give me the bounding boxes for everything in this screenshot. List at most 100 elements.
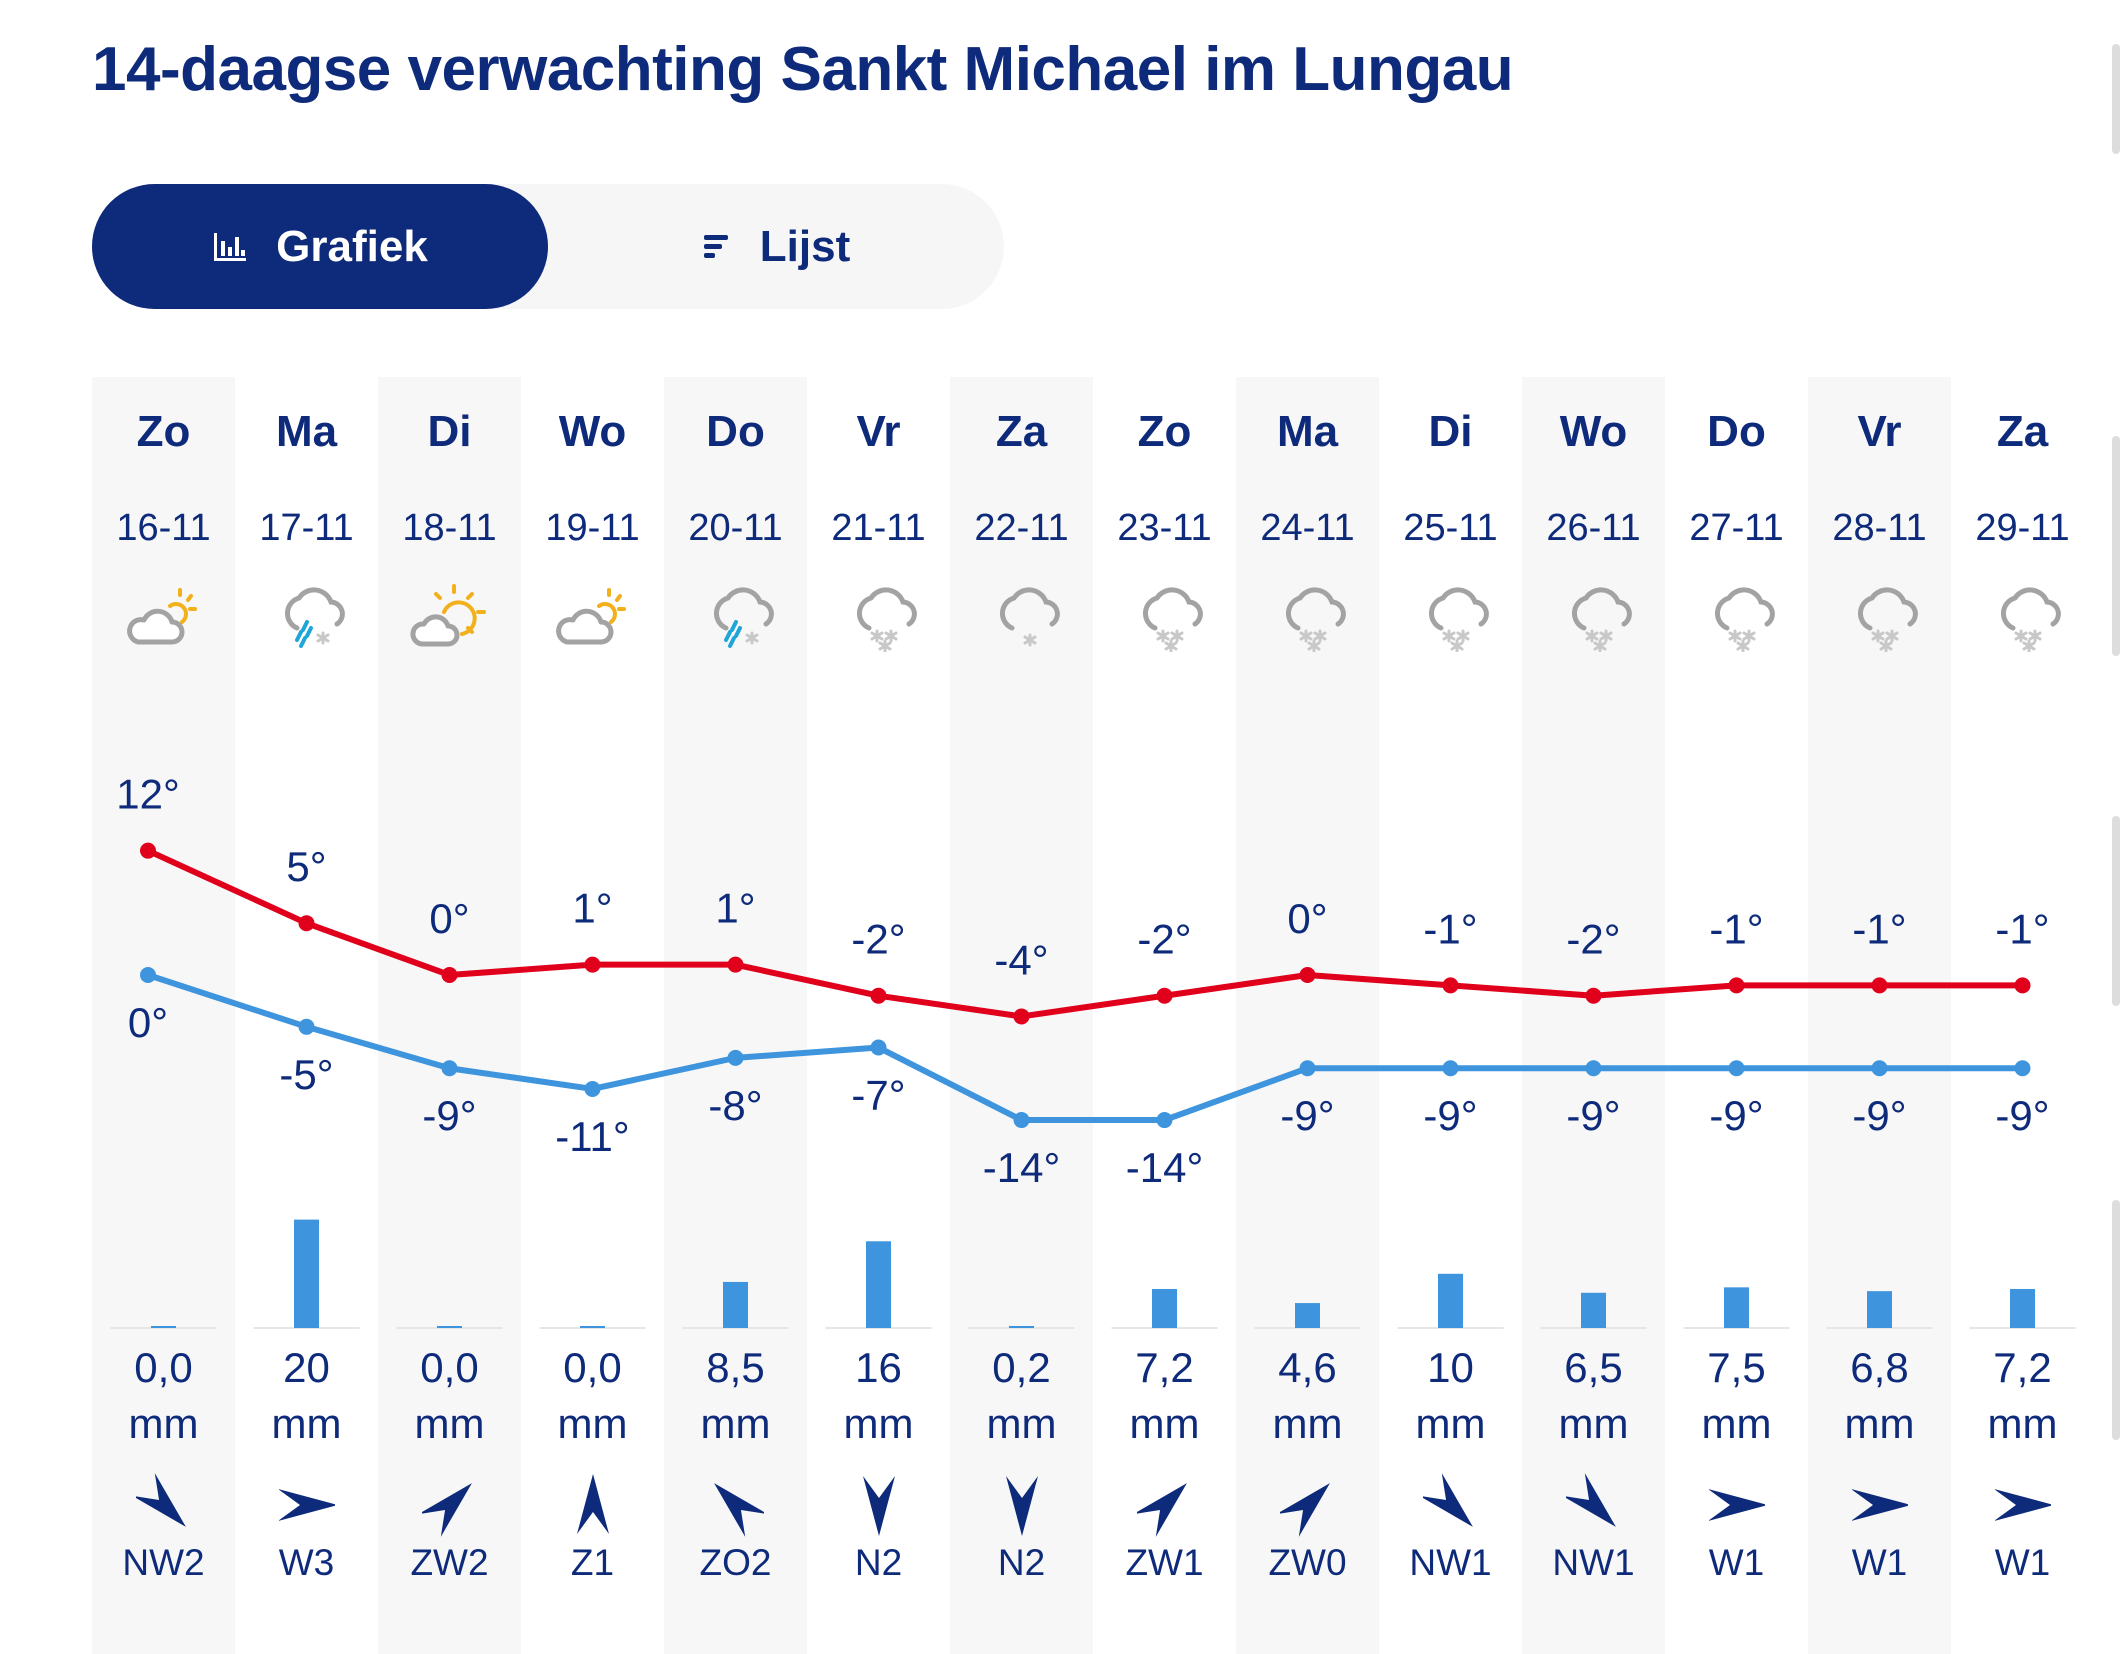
- day-column[interactable]: Do 20-11 8,5 mm ZO2: [664, 377, 807, 1654]
- min-temp-point: [1013, 1112, 1030, 1129]
- precip-bar: [1724, 1287, 1749, 1328]
- precip-value: 6,5 mm: [1558, 1344, 1629, 1447]
- day-column[interactable]: Zo 16-11 0,0 mm NW2: [92, 377, 235, 1654]
- max-temp-label: -4°: [994, 936, 1048, 983]
- precip-value: 7,2 mm: [1987, 1344, 2058, 1447]
- precip-bar: [580, 1326, 605, 1328]
- wind-label: W1: [1994, 1542, 2051, 1583]
- scrollbar-segment[interactable]: [2112, 1200, 2120, 1440]
- wind-direction-icon: [1006, 1476, 1038, 1536]
- precip-value: 0,2 mm: [986, 1344, 1057, 1447]
- weather-snow-icon: [1143, 587, 1203, 652]
- graph-view-button[interactable]: Grafiek: [92, 184, 548, 309]
- day-column[interactable]: Do 27-11 7,5 mm W1: [1665, 377, 1808, 1654]
- max-temp-point: [1156, 987, 1173, 1004]
- day-date: 28-11: [1832, 507, 1927, 549]
- max-temp-label: 1°: [572, 885, 612, 932]
- min-temp-line: [147, 972, 2023, 1124]
- wind-direction-icon: [1995, 1489, 2051, 1521]
- precip-bar: [723, 1281, 748, 1328]
- day-column[interactable]: Wo 19-11 0,0 mm Z1: [521, 377, 664, 1654]
- min-temp-label: -9°: [1423, 1092, 1477, 1139]
- max-temp-point: [441, 967, 458, 983]
- day-column[interactable]: Zo 23-11 7,2 mm ZW1: [1093, 377, 1236, 1654]
- scrollbar-segment[interactable]: [2112, 436, 2120, 656]
- day-name: Di: [427, 407, 472, 456]
- day-column[interactable]: Vr 21-11 16 mm N2: [807, 377, 950, 1654]
- max-temp-label: 5°: [286, 843, 326, 890]
- wind-direction-icon: [1280, 1483, 1330, 1537]
- day-column[interactable]: Wo 26-11 6,5 mm NW1: [1522, 377, 1665, 1654]
- wind-label: N2: [854, 1542, 903, 1583]
- max-temp-point: [1585, 987, 1602, 1004]
- precip-value: 0,0 mm: [557, 1344, 628, 1447]
- max-temp-label: -1°: [1423, 905, 1477, 952]
- day-column[interactable]: Vr 28-11 6,8 mm W1: [1808, 377, 1951, 1654]
- day-date: 23-11: [1117, 507, 1212, 549]
- wind-label: ZW2: [410, 1542, 489, 1583]
- graph-view-label: Grafiek: [276, 221, 428, 271]
- wind-direction-icon: [714, 1483, 764, 1537]
- max-temp-label: -2°: [1137, 916, 1191, 963]
- min-temp-label: -9°: [1709, 1092, 1763, 1139]
- day-column[interactable]: Di 18-11 0,0 mm ZW2: [378, 377, 521, 1654]
- day-name: Vr: [1857, 407, 1902, 456]
- wind-label: NW1: [1552, 1542, 1635, 1583]
- weather-snow-icon: [1858, 587, 1918, 652]
- day-column[interactable]: Za 29-11 7,2 mm W1: [1951, 377, 2094, 1654]
- day-column[interactable]: Di 25-11 10 mm NW1: [1379, 377, 1522, 1654]
- weather-partly-cloudy-icon: [127, 588, 197, 645]
- min-temp-label: -7°: [851, 1072, 905, 1119]
- max-temp-line: [146, 847, 2023, 1020]
- wind-label: NW1: [1409, 1542, 1492, 1583]
- scrollbar-segment[interactable]: [2112, 816, 2120, 1006]
- min-temp-label: -14°: [1126, 1144, 1204, 1191]
- wind-label: W1: [1851, 1542, 1908, 1583]
- min-temp-point: [298, 1018, 315, 1035]
- min-temp-point: [1585, 1060, 1602, 1077]
- wind-direction-icon: [1566, 1473, 1616, 1527]
- list-view-button[interactable]: Lijst: [548, 184, 1004, 309]
- min-temp-label: -8°: [708, 1082, 762, 1129]
- day-name: Za: [1996, 407, 2049, 456]
- day-date: 26-11: [1546, 507, 1641, 549]
- min-temp-label: -5°: [279, 1051, 333, 1098]
- weather-snow-icon: [1429, 587, 1489, 652]
- day-name: Do: [1707, 407, 1766, 456]
- max-temp-point: [1013, 1008, 1030, 1025]
- min-temp-label: -9°: [422, 1092, 476, 1139]
- weather-snow-icon: [2001, 587, 2061, 652]
- precip-value: 0,0 mm: [128, 1344, 199, 1447]
- min-temp-point: [1871, 1060, 1888, 1077]
- min-temp-point: [1299, 1060, 1316, 1077]
- scrollbar-segment[interactable]: [2112, 44, 2120, 154]
- weather-sun-cloud-icon: [410, 584, 486, 647]
- wind-label: Z1: [570, 1542, 615, 1583]
- day-name: Wo: [1559, 407, 1628, 456]
- day-column[interactable]: Ma 17-11 20 mm W3: [235, 377, 378, 1654]
- day-name: Za: [995, 407, 1048, 456]
- weather-snow-icon: [1715, 587, 1775, 652]
- wind-label: ZO2: [699, 1542, 772, 1583]
- precip-bar: [151, 1326, 176, 1328]
- wind-direction-icon: [1852, 1489, 1908, 1521]
- min-temp-label: -9°: [1852, 1092, 1906, 1139]
- max-temp-point: [870, 987, 887, 1004]
- wind-label: W1: [1708, 1542, 1765, 1583]
- precip-bar: [437, 1326, 462, 1328]
- wind-direction-icon: [279, 1489, 335, 1521]
- wind-direction-icon: [863, 1476, 895, 1536]
- list-icon: [703, 234, 728, 258]
- wind-label: ZW1: [1125, 1542, 1204, 1583]
- wind-label: W3: [278, 1542, 335, 1583]
- page-title: 14-daagse verwachting Sankt Michael im L…: [92, 35, 1514, 104]
- wind-direction-icon: [577, 1474, 609, 1534]
- min-temp-point: [584, 1080, 601, 1097]
- day-date: 16-11: [116, 507, 211, 549]
- max-temp-label: -2°: [1566, 916, 1620, 963]
- precip-value: 16 mm: [843, 1344, 914, 1447]
- day-name: Ma: [275, 407, 338, 456]
- day-date: 22-11: [974, 507, 1069, 549]
- day-column[interactable]: Ma 24-11 4,6 mm ZW0: [1236, 377, 1379, 1654]
- precip-bar: [866, 1241, 891, 1328]
